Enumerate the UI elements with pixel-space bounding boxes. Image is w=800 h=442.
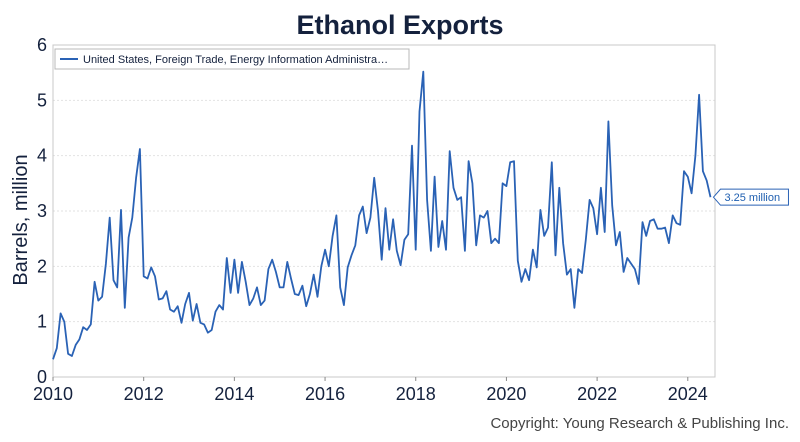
legend-label: United States, Foreign Trade, Energy Inf…: [83, 54, 388, 66]
x-tick-label: 2012: [124, 384, 164, 404]
x-tick-label: 2016: [305, 384, 345, 404]
legend-box: [54, 48, 410, 70]
plot-area: [52, 44, 716, 378]
x-tick-label: 2010: [33, 384, 73, 404]
y-tick-label: 3: [37, 201, 47, 221]
x-tick-label: 2022: [577, 384, 617, 404]
gridlines: [53, 44, 715, 378]
y-tick-label: 6: [37, 35, 47, 55]
y-axis: 0 1 2 3 4 5 6: [37, 35, 47, 387]
y-tick-label: 0: [37, 367, 47, 387]
x-tick-label: 2018: [396, 384, 436, 404]
x-tick-label: 2024: [668, 384, 708, 404]
x-axis: 2010 2012 2014 2016 2018 2020 2022 2024: [33, 377, 708, 404]
y-tick-label: 4: [37, 146, 47, 166]
legend: United States, Foreign Trade, Energy Inf…: [54, 48, 410, 70]
callout-label: 3.25 million: [724, 192, 780, 204]
y-tick-label: 1: [37, 312, 47, 332]
y-axis-label: Barrels, million: [10, 154, 32, 285]
callout-box: [712, 188, 789, 206]
x-tick-label: 2020: [486, 384, 526, 404]
y-tick-label: 5: [37, 90, 47, 110]
series-line-ethanol-exports: [52, 70, 712, 360]
copyright-note: Copyright: Young Research & Publishing I…: [490, 415, 789, 432]
last-value-callout: 3.25 million: [712, 188, 789, 206]
chart-title: Ethanol Exports: [296, 10, 503, 40]
y-tick-label: 2: [37, 256, 47, 276]
x-tick-label: 2014: [214, 384, 254, 404]
